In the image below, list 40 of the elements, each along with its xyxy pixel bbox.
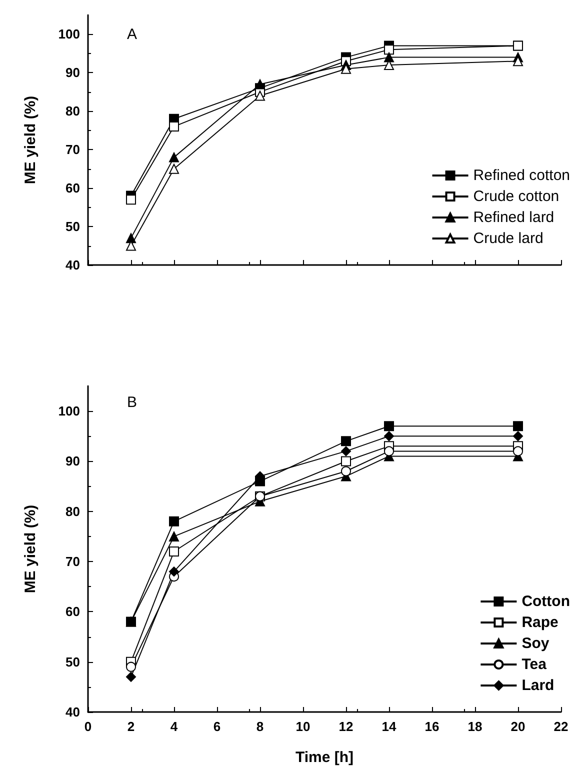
legend-label: Crude cotton [473, 188, 560, 205]
x-tick-label: 14 [382, 719, 397, 734]
y-tick-label: 80 [66, 504, 80, 519]
y-tick-label: 70 [66, 554, 80, 570]
x-tick-label: 6 [213, 719, 221, 734]
y-tick-label: 100 [58, 26, 80, 42]
y-tick-label: 50 [66, 654, 80, 670]
annotation: A [127, 26, 138, 43]
y-tick-label: 50 [66, 219, 80, 234]
x-tick-label: 8 [256, 719, 264, 734]
y-tick-label: 40 [66, 258, 80, 272]
y-tick-label: 90 [66, 65, 80, 80]
y-tick-label: 70 [66, 142, 80, 158]
y-tick-label: 100 [58, 404, 80, 419]
y-tick-label: 60 [66, 604, 80, 620]
legend-label: Rape [522, 614, 558, 631]
legend-label: Soy [522, 635, 550, 652]
x-tick-label: 20 [510, 719, 526, 734]
x-axis-title: Time [h] [295, 749, 354, 766]
legend-label: Refined cotton [473, 167, 570, 184]
x-tick-label: 18 [468, 719, 482, 734]
x-tick-label: 4 [170, 719, 178, 734]
y-axis-title: ME yield (%) [22, 96, 39, 184]
legend-label: Crude lard [473, 230, 544, 247]
y-axis-title: ME yield (%) [22, 504, 39, 594]
y-tick-label: 60 [66, 180, 80, 196]
x-tick-label: 16 [424, 719, 440, 734]
x-tick-label: 22 [554, 719, 568, 734]
x-tick-label: 0 [84, 719, 92, 734]
legend-label: Tea [522, 656, 548, 673]
y-tick-label: 90 [66, 454, 80, 469]
legend-label: Cotton [522, 593, 570, 610]
y-tick-label: 80 [66, 104, 80, 119]
annotation: B [127, 394, 138, 411]
x-tick-label: 2 [127, 719, 135, 734]
legend-label: Refined lard [473, 209, 554, 226]
legend-label: Lard [522, 677, 554, 694]
x-tick-label: 12 [338, 719, 354, 734]
y-tick-label: 40 [66, 704, 80, 720]
x-tick-label: 10 [296, 719, 310, 734]
